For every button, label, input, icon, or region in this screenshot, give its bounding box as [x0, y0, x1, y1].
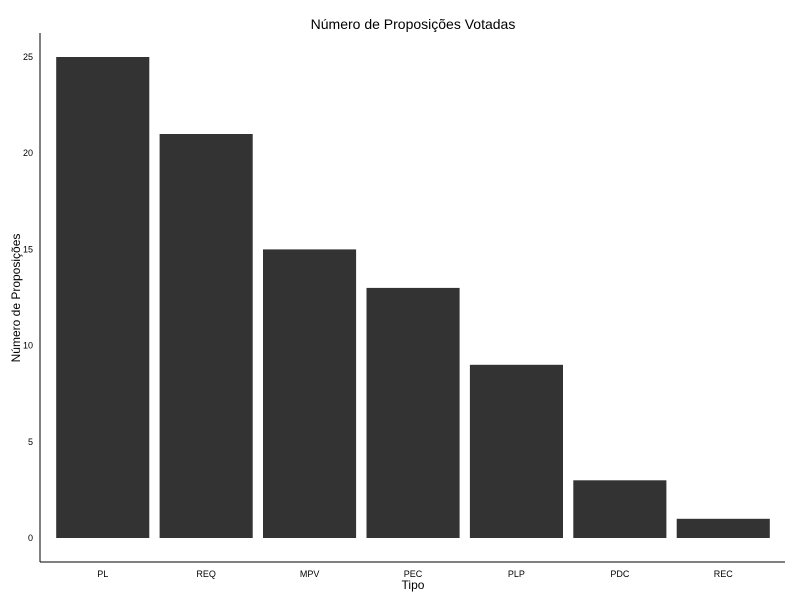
y-tick-label-20: 20	[23, 148, 33, 158]
x-tick-label-pec: PEC	[404, 569, 423, 579]
y-tick-label-15: 15	[23, 244, 33, 254]
y-tick-label-5: 5	[28, 437, 33, 447]
x-axis-title: Tipo	[402, 578, 425, 592]
y-tick-label-10: 10	[23, 341, 33, 351]
x-tick-label-rec: REC	[714, 569, 734, 579]
y-ticks-group: 0 5 10 15 20 25	[23, 52, 33, 543]
bar-pdc	[573, 480, 667, 538]
x-tick-label-pl: PL	[97, 569, 108, 579]
x-tick-label-pdc: PDC	[610, 569, 630, 579]
bars-group	[56, 57, 770, 538]
x-tick-label-mpv: MPV	[300, 569, 320, 579]
x-tick-label-plp: PLP	[508, 569, 525, 579]
bar-rec	[676, 518, 770, 538]
bar-plp	[469, 364, 563, 538]
y-axis-title: Número de Proposições	[9, 234, 23, 363]
x-ticks-group: PL REQ MPV PEC PLP PDC REC	[97, 569, 733, 579]
y-tick-label-0: 0	[28, 533, 33, 543]
x-tick-label-req: REQ	[196, 569, 216, 579]
bar-pl	[56, 57, 150, 538]
bar-req	[159, 134, 253, 538]
bar-pec	[366, 287, 460, 538]
y-tick-label-25: 25	[23, 52, 33, 62]
bar-mpv	[263, 249, 357, 538]
chart-title: Número de Proposições Votadas	[311, 16, 516, 32]
